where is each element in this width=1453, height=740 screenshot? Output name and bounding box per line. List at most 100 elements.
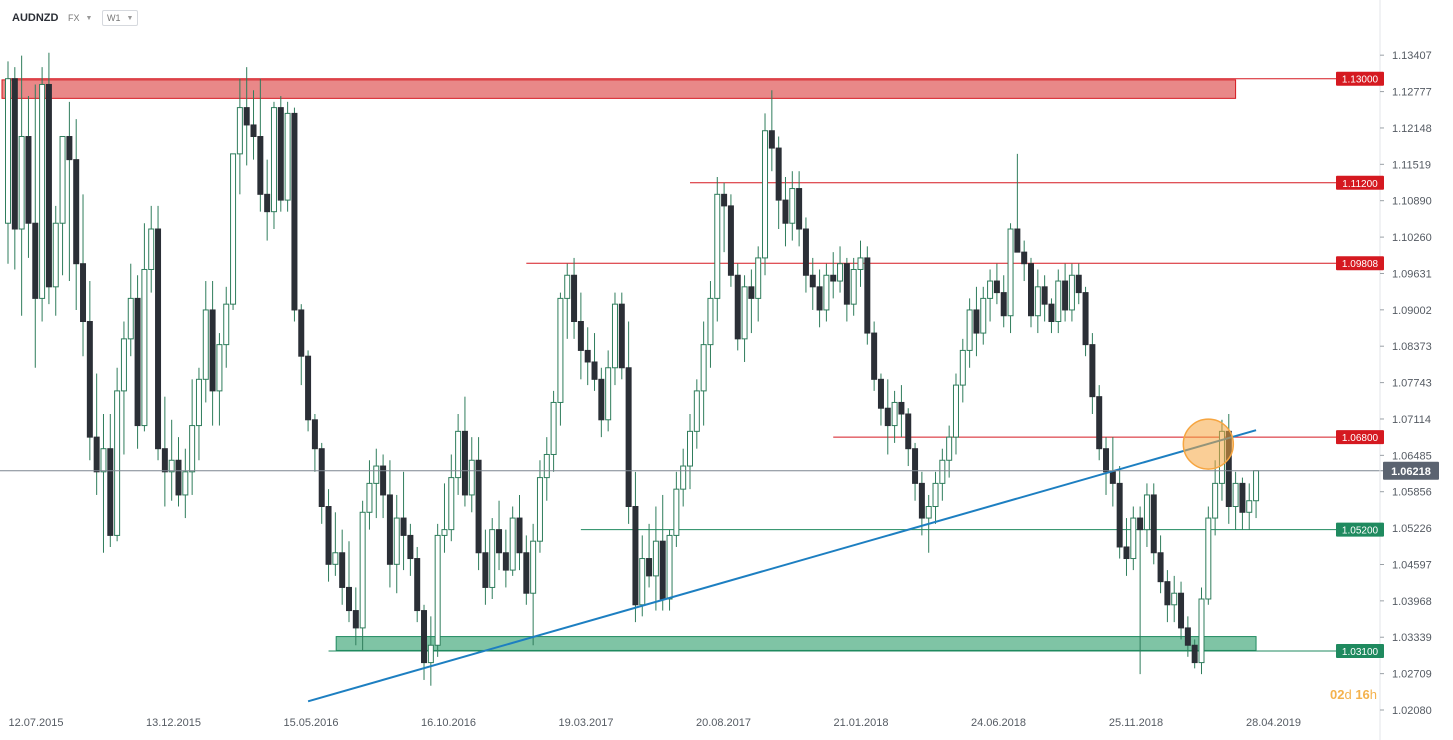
candle bbox=[564, 263, 571, 339]
candle-body bbox=[680, 465, 687, 490]
candle-body bbox=[536, 477, 543, 542]
candle-body bbox=[223, 303, 230, 346]
candle-body bbox=[120, 338, 127, 392]
candle bbox=[980, 286, 987, 345]
candle-body bbox=[577, 321, 584, 351]
interval-label: W1 bbox=[107, 13, 121, 23]
x-axis: 12.07.2015 13.12.2015 15.05.2016 16.10.2016… bbox=[8, 717, 1301, 729]
candle-body bbox=[912, 448, 919, 484]
candle bbox=[714, 176, 721, 322]
candle bbox=[277, 96, 284, 212]
interval-dropdown[interactable]: W1 ▼ bbox=[102, 10, 139, 26]
candle bbox=[877, 373, 884, 426]
candle-body bbox=[1232, 482, 1239, 508]
candle-body bbox=[346, 586, 352, 612]
candle-body bbox=[209, 309, 216, 392]
candle-body bbox=[823, 274, 830, 311]
candle-body bbox=[1055, 280, 1062, 323]
candle-body bbox=[973, 309, 980, 334]
candle-body bbox=[673, 488, 680, 536]
candle-body bbox=[762, 130, 769, 259]
candle-body bbox=[414, 558, 421, 612]
candle bbox=[1130, 506, 1137, 571]
countdown-hours-unit: h bbox=[1369, 687, 1378, 702]
candle bbox=[1157, 535, 1164, 594]
candle bbox=[209, 281, 216, 426]
candle bbox=[230, 153, 237, 310]
candle bbox=[441, 483, 448, 553]
candle bbox=[1178, 581, 1185, 640]
level-tag-label: 1.05200 bbox=[1342, 526, 1379, 537]
candle bbox=[1062, 263, 1069, 322]
candle bbox=[871, 321, 878, 391]
candle bbox=[175, 437, 182, 507]
candle-body bbox=[939, 459, 946, 484]
candle bbox=[516, 494, 523, 571]
candle bbox=[1137, 506, 1144, 675]
candle-body bbox=[571, 274, 578, 323]
symbol-label[interactable]: AUDNZD bbox=[12, 12, 59, 24]
candle-body bbox=[618, 303, 625, 369]
candle bbox=[830, 252, 837, 299]
candle-body bbox=[482, 552, 489, 588]
candle-body bbox=[216, 344, 223, 392]
candle bbox=[762, 113, 769, 276]
candle-body bbox=[591, 361, 598, 380]
y-tick-label: 1.12777 bbox=[1392, 87, 1432, 99]
candle-body bbox=[1041, 286, 1048, 305]
candle bbox=[489, 518, 496, 600]
candle-body bbox=[1191, 644, 1198, 664]
candle bbox=[652, 506, 659, 611]
candle bbox=[775, 136, 782, 230]
trendline-layer bbox=[307, 429, 1257, 703]
candle bbox=[625, 321, 632, 524]
candle bbox=[305, 350, 312, 432]
candle-body bbox=[427, 644, 434, 664]
candle bbox=[455, 414, 462, 495]
candle bbox=[380, 454, 387, 519]
candle bbox=[748, 269, 755, 334]
candle bbox=[1164, 570, 1171, 623]
candle bbox=[734, 263, 741, 351]
candle bbox=[127, 263, 134, 357]
candle-body bbox=[1082, 292, 1089, 346]
candle-body bbox=[59, 136, 66, 224]
candle-body bbox=[666, 534, 673, 600]
candle bbox=[468, 437, 475, 513]
candle-body bbox=[891, 401, 898, 427]
candle-body bbox=[1034, 286, 1041, 317]
x-tick-label: 25.11.2018 bbox=[1109, 717, 1163, 729]
candle bbox=[857, 240, 864, 287]
candle-body bbox=[257, 136, 264, 195]
candle bbox=[884, 379, 891, 455]
market-dropdown[interactable]: FX ▼ bbox=[64, 10, 96, 26]
y-tick-label: 1.13407 bbox=[1392, 50, 1432, 62]
candle bbox=[721, 182, 728, 253]
candle bbox=[25, 96, 32, 258]
candle bbox=[680, 448, 687, 507]
candle bbox=[905, 408, 912, 467]
candle-body bbox=[1014, 228, 1021, 253]
level-tag bbox=[1336, 71, 1384, 86]
candle bbox=[1034, 269, 1041, 334]
current-price-tag-label: 1.06218 bbox=[1391, 466, 1431, 478]
candle-body bbox=[475, 459, 482, 554]
candle bbox=[189, 379, 196, 495]
candle bbox=[550, 390, 557, 472]
level-tag-label: 1.03100 bbox=[1342, 647, 1379, 658]
candle bbox=[816, 269, 823, 328]
candle bbox=[639, 535, 646, 617]
candle-body bbox=[134, 297, 141, 427]
candle bbox=[1184, 616, 1191, 657]
candle-body bbox=[611, 303, 618, 369]
candle-body bbox=[277, 107, 284, 201]
resistance-zone bbox=[1, 79, 1237, 99]
candle-body bbox=[693, 390, 700, 432]
candle bbox=[11, 67, 18, 270]
y-tick-label: 1.07743 bbox=[1392, 378, 1432, 390]
candle-body bbox=[741, 286, 748, 340]
support-zone bbox=[335, 636, 1257, 651]
bar-countdown: 02d 16h bbox=[1330, 687, 1377, 702]
candle bbox=[223, 286, 230, 368]
